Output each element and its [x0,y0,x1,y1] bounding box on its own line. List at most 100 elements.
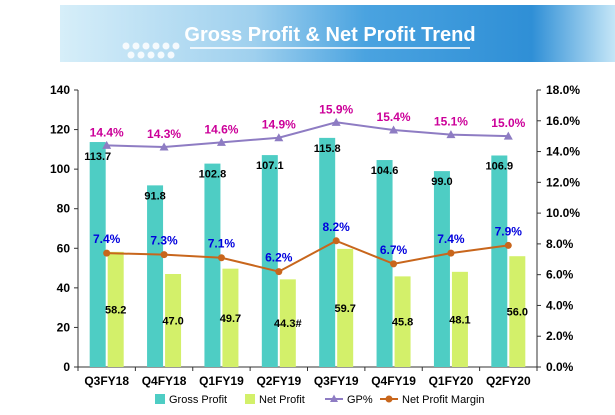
left-axis-tick-label: 0 [63,360,70,374]
banner-dot-decoration [122,42,470,59]
gross-profit-data-label: 99.0 [431,176,452,188]
gp-pct-data-label: 14.3% [147,127,181,141]
right-axis-tick-label: 18.0% [546,83,580,97]
net-margin-line [106,239,509,273]
gross-profit-data-label: 107.1 [256,160,284,172]
gp-pct-data-label: 14.9% [262,118,296,132]
right-axis-tick-label: 16.0% [546,114,580,128]
legend-gross-profit-label: Gross Profit [169,394,227,406]
net-profit-data-label: 58.2 [105,304,126,316]
gross-profit-bar [491,155,508,367]
net-margin-point [103,249,111,257]
gp-pct-data-label: 14.4% [90,125,124,139]
legend-net-margin-swatch-marker [385,395,393,403]
net-profit-bar [451,271,468,367]
gp-pct-data-label: 15.0% [491,116,525,130]
right-axis-tick-label: 10.0% [546,206,580,220]
legend: Gross Profit Net Profit GP% Net Profit Marg… [155,394,485,406]
net-profit-data-label: 44.3# [274,318,302,330]
legend-gp-pct-swatch-marker [330,394,338,402]
gp-pct-data-label: 15.1% [434,115,468,129]
gross-profit-data-label: 102.8 [199,169,227,181]
x-axis-category-label: Q3FY19 [314,374,359,388]
gp-pct-point [274,133,284,142]
right-axis-tick-label: 0.0% [546,360,574,374]
title-banner: Gross Profit & Net Profit Trend [60,5,615,62]
gp-pct-point [216,137,226,146]
gross-profit-data-label: 113.7 [84,151,111,163]
gross-profit-bar [204,163,221,367]
legend-net-profit-label: Net Profit [259,394,305,406]
net-profit-bar [337,248,354,367]
net-profit-bar [394,276,411,367]
right-axis-tick-label: 4.0% [546,298,574,312]
left-axis-tick-label: 140 [50,83,70,97]
net-profit-bar [107,251,124,367]
net-margin-data-label: 7.4% [437,232,465,246]
x-axis-category-label: Q1FY20 [429,374,474,388]
gross-profit-bar [319,137,336,367]
net-profit-bar [165,274,182,367]
net-margin-point [390,260,398,268]
net-profit-bar [279,279,296,367]
net-margin-data-label: 7.3% [150,234,178,248]
left-axis-tick-label: 100 [50,162,70,176]
net-margin-point [160,251,168,259]
gross-profit-bar [376,160,393,367]
gross-profit-data-label: 91.8 [144,190,165,202]
x-axis-category-label: Q3FY18 [84,374,129,388]
net-margin-point [504,241,512,249]
right-axis-tick-label: 6.0% [546,268,574,282]
x-axis-category-label: Q4FY18 [142,374,187,388]
gross-profit-bar [147,185,164,367]
right-axis-tick-label: 2.0% [546,329,574,343]
net-margin-data-label: 6.7% [380,243,408,257]
net-profit-data-label: 59.7 [334,303,355,315]
gp-pct-data-label: 14.6% [204,122,238,136]
net-margin-point [275,268,283,276]
net-profit-data-label: 49.7 [220,313,241,325]
gp-pct-point [503,131,513,140]
legend-gp-pct-label: GP% [347,394,373,406]
left-axis-tick-label: 40 [57,281,71,295]
right-axis-tick-label: 8.0% [546,237,574,251]
x-axis-category-label: Q1FY19 [199,374,244,388]
gross-profit-data-label: 106.9 [486,160,514,172]
plot-area: 0 20 40 60 80 100 120 140 0.0% 2.0% 4.0% 6.0% 8.0% 10… [50,83,580,388]
gp-pct-data-label: 15.4% [377,110,411,124]
legend-gross-profit-swatch [155,394,165,404]
net-margin-data-label: 7.9% [495,224,523,238]
x-axis-category-label: Q2FY20 [486,374,531,388]
left-axis-tick-label: 120 [50,123,70,137]
net-profit-data-label: 47.0 [162,316,183,328]
gp-pct-point [102,140,112,149]
left-axis-tick-label: 60 [57,241,71,255]
legend-net-profit-swatch [245,394,255,404]
net-profit-data-label: 56.0 [507,307,528,319]
gp-pct-data-label: 15.9% [319,102,353,116]
net-profit-bar [509,256,526,367]
right-axis-tick-label: 12.0% [546,175,580,189]
net-profit-data-label: 45.8 [392,317,413,329]
right-axis-tick-label: 14.0% [546,145,580,159]
net-profit-bar [222,268,239,367]
gross-profit-data-label: 115.8 [314,143,341,155]
gp-pct-point [331,117,341,126]
net-margin-point [217,254,225,262]
gp-pct-line [106,121,509,148]
gross-profit-bar [433,171,450,367]
gross-profit-data-label: 104.6 [371,165,399,177]
net-margin-data-label: 6.2% [265,251,293,265]
left-axis-tick-label: 20 [57,320,71,334]
net-margin-data-label: 7.1% [208,237,236,251]
net-margin-point [332,237,340,245]
x-axis-category-label: Q4FY19 [371,374,416,388]
net-margin-point [447,249,455,257]
chart-title: Gross Profit & Net Profit Trend [184,24,475,46]
gp-pct-point [446,130,456,139]
net-margin-data-label: 8.2% [323,220,351,234]
gross-profit-bar [89,142,106,367]
left-axis-tick-label: 80 [57,202,71,216]
